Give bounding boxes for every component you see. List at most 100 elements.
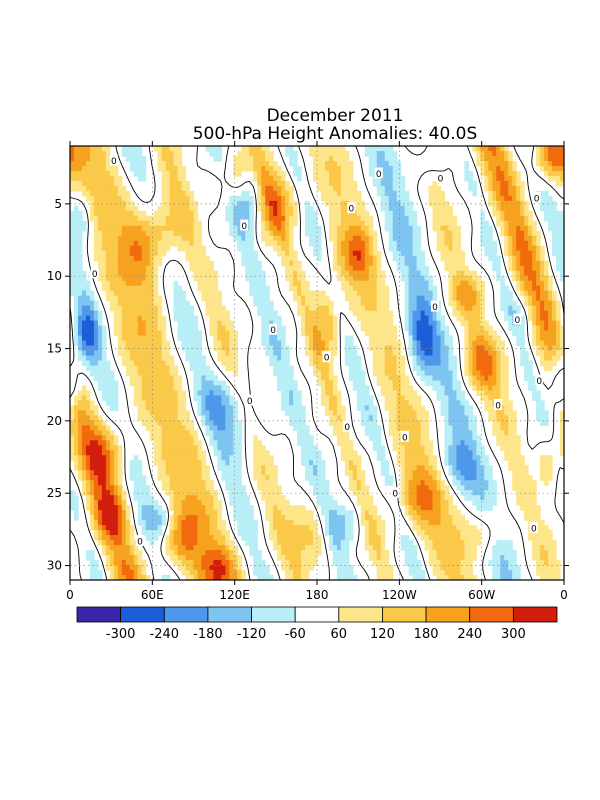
heat-cell xyxy=(336,180,342,187)
heat-cell xyxy=(484,235,489,242)
heat-cell xyxy=(348,460,354,466)
heat-cell xyxy=(336,440,342,446)
heat-cell xyxy=(289,150,294,157)
heat-cell xyxy=(512,200,517,207)
heat-cell xyxy=(277,235,282,242)
heat-cell xyxy=(472,365,477,372)
heat-cell xyxy=(460,300,465,307)
heat-cell xyxy=(540,190,545,197)
heat-cell xyxy=(456,225,462,232)
heat-cell xyxy=(277,345,282,352)
heat-cell xyxy=(380,375,386,382)
heat-cell xyxy=(257,290,262,297)
heat-cell xyxy=(452,360,458,367)
heat-cell xyxy=(257,165,262,172)
heat-cell xyxy=(173,165,179,172)
heat-cell xyxy=(269,170,274,177)
heat-cell xyxy=(452,355,458,362)
heat-cell xyxy=(520,235,525,242)
heat-cell xyxy=(285,405,290,411)
heat-cell xyxy=(105,295,111,302)
heat-cell xyxy=(400,230,406,237)
heat-cell xyxy=(448,215,454,222)
heat-cell xyxy=(360,380,366,387)
heat-cell xyxy=(400,415,406,421)
heat-cell xyxy=(109,385,115,392)
heat-cell xyxy=(464,310,469,317)
heat-cell xyxy=(109,215,115,222)
heat-cell xyxy=(392,395,398,402)
heat-cell xyxy=(340,235,346,242)
heat-cell xyxy=(384,315,390,322)
heat-cell xyxy=(440,340,446,347)
heat-cell xyxy=(313,320,318,327)
heat-cell xyxy=(512,180,517,187)
heat-cell xyxy=(392,210,398,217)
heat-cell xyxy=(197,285,203,292)
heat-cell xyxy=(484,170,489,177)
heat-cell xyxy=(512,460,517,466)
heat-cell xyxy=(380,146,386,152)
heat-cell xyxy=(125,146,131,152)
heat-cell xyxy=(89,460,95,466)
heat-cell xyxy=(500,415,505,421)
heat-cell xyxy=(157,260,163,267)
heat-cell xyxy=(552,240,557,247)
heat-cell xyxy=(412,400,418,406)
heat-cell xyxy=(412,325,418,332)
heat-cell xyxy=(516,270,521,277)
heat-cell xyxy=(512,330,517,337)
heat-cell xyxy=(384,205,390,212)
heat-cell xyxy=(157,435,163,441)
heat-cell xyxy=(392,155,398,162)
heat-cell xyxy=(273,220,278,227)
heat-cell xyxy=(85,185,91,192)
heat-cell xyxy=(500,435,505,441)
heat-cell xyxy=(101,470,107,476)
heat-cell xyxy=(388,430,394,436)
heat-cell xyxy=(193,445,199,451)
heat-cell xyxy=(229,330,234,337)
heat-cell xyxy=(332,405,338,411)
heat-cell xyxy=(225,325,230,332)
heat-cell xyxy=(253,250,258,257)
heat-cell xyxy=(560,225,564,232)
heat-cell xyxy=(121,290,127,297)
heat-cell xyxy=(313,245,318,252)
heat-cell xyxy=(392,330,398,337)
heat-cell xyxy=(313,215,318,222)
heat-cell xyxy=(161,220,167,227)
heat-cell xyxy=(125,260,131,267)
heat-cell xyxy=(428,285,434,292)
heat-cell xyxy=(137,230,143,237)
heat-cell xyxy=(536,275,541,282)
heat-cell xyxy=(105,245,111,252)
heat-cell xyxy=(476,150,481,157)
heat-cell xyxy=(548,290,553,297)
heat-cell xyxy=(488,190,493,197)
heat-cell xyxy=(101,270,107,277)
heat-cell xyxy=(420,285,426,292)
heat-cell xyxy=(137,335,143,342)
heat-cell xyxy=(309,330,314,337)
heat-cell xyxy=(440,355,446,362)
heat-cell xyxy=(548,455,553,461)
heat-cell xyxy=(516,470,521,476)
heat-cell xyxy=(181,240,187,247)
heat-cell xyxy=(165,245,171,252)
heat-cell xyxy=(456,270,462,277)
heat-cell xyxy=(444,370,450,377)
heat-cell xyxy=(301,320,306,327)
heat-cell xyxy=(317,370,322,377)
heat-cell xyxy=(229,205,234,212)
heat-cell xyxy=(101,265,107,272)
heat-cell xyxy=(213,285,218,292)
heat-cell xyxy=(81,280,87,287)
heat-cell xyxy=(209,440,215,446)
heat-cell xyxy=(488,335,493,342)
heat-cell xyxy=(404,415,410,421)
heat-cell xyxy=(500,425,505,431)
heat-cell xyxy=(161,325,167,332)
heat-cell xyxy=(173,470,179,476)
heat-cell xyxy=(508,440,513,446)
